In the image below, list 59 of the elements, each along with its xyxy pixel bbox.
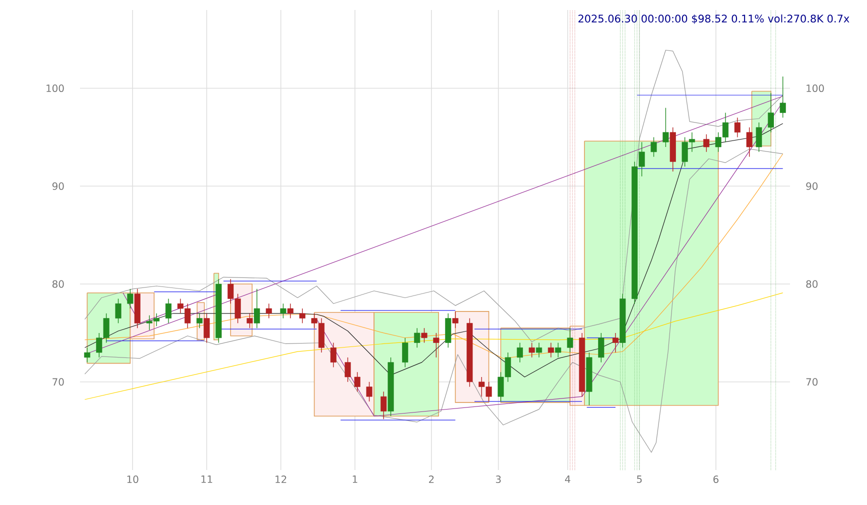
candlestick	[780, 76, 786, 118]
candlestick	[703, 134, 710, 152]
candlestick	[433, 332, 440, 358]
candlestick	[280, 303, 286, 319]
y-tick-label: 90	[52, 182, 64, 190]
candlestick	[598, 332, 604, 363]
candlestick	[344, 357, 351, 382]
line-series	[84, 154, 784, 359]
candlestick	[246, 313, 253, 328]
candlestick	[380, 391, 387, 420]
y2-tick-label: 80	[806, 280, 818, 288]
candlestick	[299, 308, 306, 324]
candlestick	[567, 328, 574, 353]
chart-title: 2025.06.30 00:00:00 $98.52 0.11% vol:270.8K 0.7x	[578, 14, 850, 24]
candlestick	[330, 342, 336, 368]
x-tick-label: 6	[713, 475, 718, 484]
candlestick	[756, 122, 762, 152]
candlestick	[84, 347, 90, 363]
candlestick	[266, 303, 272, 319]
candlestick	[254, 288, 260, 328]
line-series	[84, 292, 784, 400]
y-tick-label: 100	[46, 84, 64, 92]
candlestick	[662, 108, 669, 148]
y-tick-label: 80	[52, 280, 64, 288]
x-tick-label: 3	[496, 475, 501, 484]
line-series	[84, 50, 784, 342]
candlestick	[421, 328, 428, 344]
candlestick	[287, 303, 294, 319]
x-tick-label: 1	[352, 476, 358, 483]
y2-tick-label: 70	[806, 378, 818, 386]
candlestick	[555, 342, 562, 358]
line-series	[84, 148, 784, 453]
candlestick	[528, 342, 535, 358]
candlestick	[516, 342, 523, 363]
candlestick	[452, 311, 458, 328]
candlestick	[414, 328, 420, 348]
candlestick	[354, 372, 360, 392]
candlestick	[768, 92, 774, 133]
candlestick	[402, 338, 408, 368]
candlestick	[204, 313, 210, 344]
y2-tick-label: 90	[806, 182, 818, 190]
candlestick	[536, 342, 542, 358]
x-tick-label: 11	[201, 476, 212, 483]
candlestick	[650, 136, 657, 158]
candlestick	[115, 298, 122, 324]
x-tick-label: 10	[127, 475, 138, 484]
candlestick	[548, 342, 554, 358]
candlestick	[127, 288, 134, 309]
candlestick	[746, 127, 752, 158]
candlestick	[165, 298, 172, 324]
x-tick-label: 12	[276, 475, 286, 483]
x-tick-label: 2	[428, 475, 434, 483]
y2-tick-label: 100	[806, 84, 824, 92]
candlestick	[366, 382, 372, 402]
candlestick	[734, 117, 740, 138]
candlestick	[612, 332, 619, 353]
x-tick-label: 4	[565, 476, 570, 483]
x-tick-label: 5	[637, 476, 642, 483]
y-tick-label: 70	[52, 378, 64, 386]
